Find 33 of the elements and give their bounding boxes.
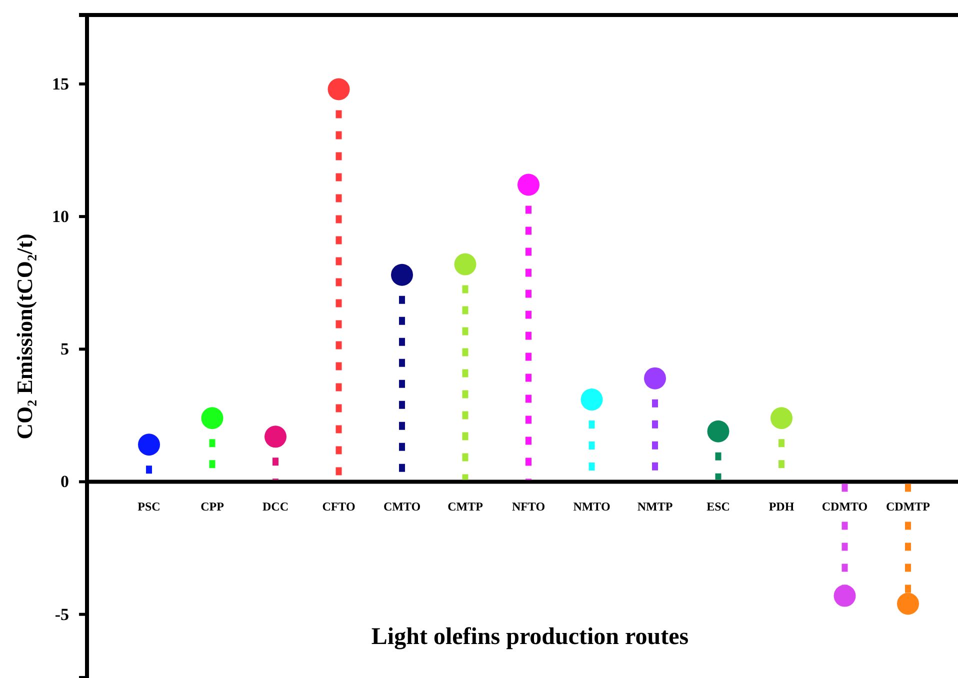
y-tick-label: 5 xyxy=(60,340,69,359)
x-tick-label: CFTO xyxy=(322,499,356,514)
point xyxy=(580,388,603,411)
point xyxy=(201,407,224,430)
x-tick-label: CPP xyxy=(200,499,224,514)
x-tick-label: PSC xyxy=(138,499,160,514)
y-tick-label: 0 xyxy=(60,472,69,492)
x-tick-label: NFTO xyxy=(512,499,546,514)
point xyxy=(707,420,730,442)
y-tick-label: 15 xyxy=(52,74,69,94)
x-tick-label: CDMTO xyxy=(822,499,868,514)
x-tick-label: NMTP xyxy=(637,499,673,514)
y-tick-label: 10 xyxy=(52,206,69,226)
x-tick-label: CMTO xyxy=(383,499,421,514)
point xyxy=(897,592,919,615)
x-tick-label: NMTO xyxy=(573,499,610,514)
y-axis-title: CO₂ Emission(tCO₂/t) xyxy=(12,234,37,440)
point xyxy=(328,78,350,100)
y-tick-label: -5 xyxy=(54,604,69,624)
point xyxy=(264,426,286,448)
point xyxy=(518,174,540,196)
x-tick-label: CDMTP xyxy=(886,499,930,514)
point xyxy=(770,407,792,430)
point xyxy=(454,253,476,276)
point xyxy=(644,367,666,390)
x-tick-label: CMTP xyxy=(448,499,483,514)
point xyxy=(834,584,856,607)
x-tick-label: DCC xyxy=(262,499,288,514)
x-axis-title: Light olefins production routes xyxy=(371,624,689,650)
point xyxy=(391,264,413,286)
x-tick-label: PDH xyxy=(768,499,795,514)
point xyxy=(138,434,160,456)
x-tick-label: ESC xyxy=(706,499,730,514)
